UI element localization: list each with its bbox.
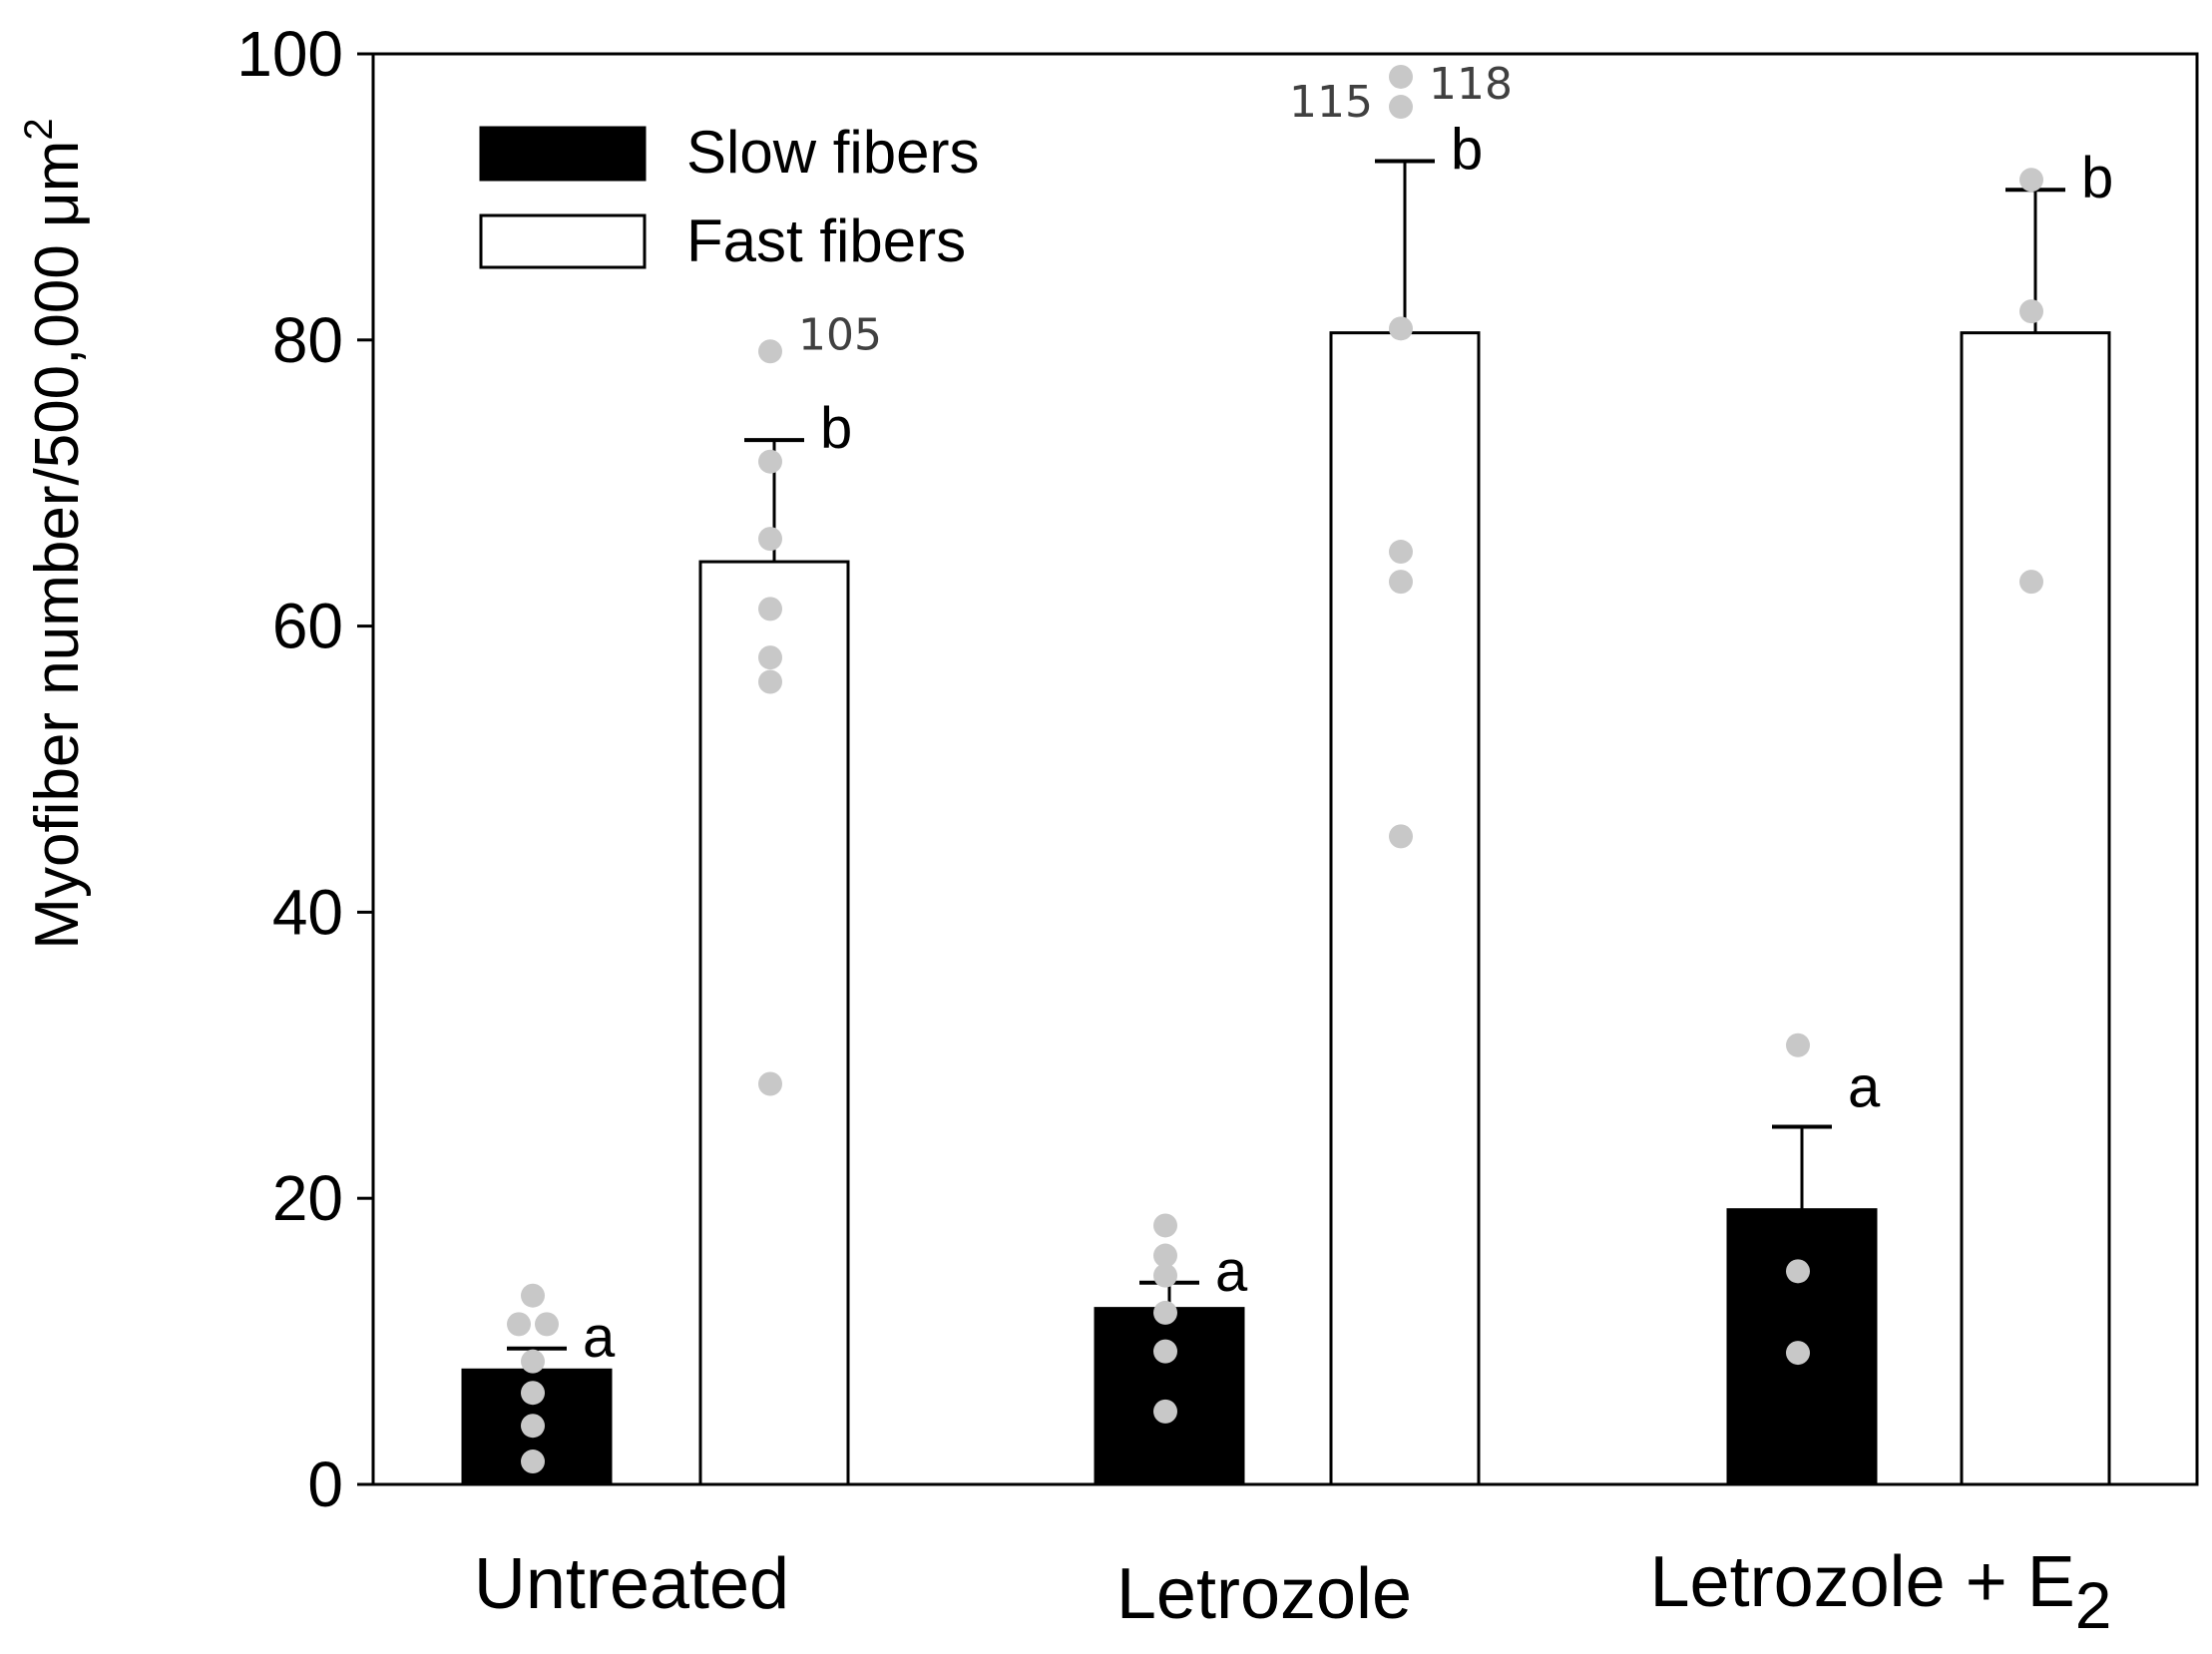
x-label-untreated: Untreated [474,1544,789,1624]
y-tick-label-20: 20 [272,1162,343,1234]
significance-letter-fast-1: b [1451,118,1483,183]
data-point-slow-0-0 [521,1283,545,1308]
data-point-slow-0-1 [507,1312,531,1337]
y-tick-label-0: 0 [307,1448,343,1520]
data-point-fast-2-1 [2019,299,2043,324]
data-point-fast-0-4 [758,645,782,670]
data-point-slow-0-5 [521,1414,545,1439]
x-label-letrozole: Letrozole [1116,1554,1412,1634]
data-point-slow-1-3 [1153,1300,1177,1325]
significance-letter-slow-2: a [1848,1055,1881,1120]
data-points-layer [507,64,2043,1474]
data-point-slow-0-3 [521,1349,545,1374]
data-point-fast-0-1 [758,449,782,474]
data-point-fast-0-0 [758,339,782,364]
data-point-fast-0-6 [758,1071,782,1096]
significance-letter-fast-2: b [2081,146,2113,210]
data-point-fast-2-2 [2019,570,2043,595]
bars-layer [461,331,2111,1486]
data-point-slow-1-1 [1153,1243,1177,1268]
y-axis-label-superscript: 2 [17,118,61,140]
data-point-fast-2-0 [2019,168,2043,193]
y-ticks-layer: 0 20 40 60 80 100 [236,18,373,1520]
significance-letter-slow-0: a [583,1305,616,1370]
point-annotation-118: 118 [1429,59,1513,110]
data-point-fast-1-0 [1389,64,1413,89]
data-point-slow-0-2 [535,1312,559,1337]
y-tick-label-40: 40 [272,876,343,948]
data-point-slow-1-0 [1153,1213,1177,1238]
x-label-subscript: 2 [2075,1568,2112,1642]
data-point-slow-0-4 [521,1381,545,1406]
data-point-fast-0-3 [758,597,782,621]
point-annotation-105: 105 [798,309,882,360]
bar-fast-2 [1960,331,2111,1486]
error-bars-layer [507,159,2065,1371]
legend: Slow fibers Fast fibers [479,119,979,274]
bar-slow-1 [1094,1307,1245,1486]
legend-label-slow: Slow fibers [686,119,979,186]
point-annotation-115: 115 [1289,77,1373,128]
y-axis-label: Myofiber number/500,000 μm2 [17,118,92,949]
data-point-slow-2-2 [1786,1341,1810,1366]
significance-letter-fast-0: b [820,396,852,461]
legend-swatch-slow [479,126,647,182]
data-point-slow-2-1 [1786,1259,1810,1284]
text-layer: a a a b b b 105 115 118 [583,59,2113,1370]
data-point-slow-2-0 [1786,1033,1810,1057]
y-tick-label-60: 60 [272,591,343,662]
bar-fast-0 [698,560,850,1486]
data-point-fast-1-5 [1389,824,1413,849]
data-point-slow-1-4 [1153,1339,1177,1364]
data-point-fast-0-2 [758,527,782,552]
bar-fast-1 [1329,331,1481,1486]
y-tick-label-100: 100 [236,18,343,90]
data-point-slow-1-2 [1153,1263,1177,1288]
data-point-fast-1-4 [1389,570,1413,595]
data-point-fast-1-3 [1389,540,1413,565]
data-point-slow-1-5 [1153,1399,1177,1424]
data-point-fast-0-5 [758,669,782,694]
axes-layer [371,52,2199,1486]
significance-letter-slow-1: a [1215,1239,1248,1304]
legend-swatch-fast [479,213,647,269]
data-point-fast-1-2 [1389,316,1413,341]
data-point-slow-0-6 [521,1449,545,1474]
x-label-letrozole-e2: Letrozole + E2 [1650,1542,2112,1642]
y-tick-label-80: 80 [272,304,343,376]
data-point-fast-1-1 [1389,95,1413,120]
plot-frame [371,52,2199,1486]
legend-label-fast: Fast fibers [686,207,966,274]
y-axis-label-text: Myofiber number/500,000 μm [23,141,92,950]
